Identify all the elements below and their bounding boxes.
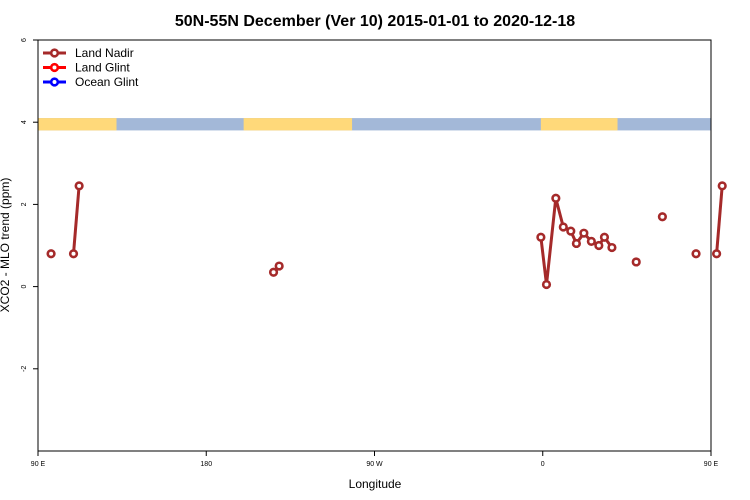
land-strip-segment	[243, 118, 353, 131]
data-point	[46, 249, 56, 259]
data-point	[68, 249, 79, 259]
x-tick-label: 0	[541, 461, 545, 468]
legend-marker	[49, 48, 60, 58]
data-point	[541, 279, 552, 290]
legend-label: Land Glint	[75, 61, 130, 75]
chart-title: 50N-55N December (Ver 10) 2015-01-01 to …	[175, 13, 575, 30]
y-tick-label: 2	[21, 202, 28, 206]
x-tick-label: 90 E	[31, 461, 46, 468]
land-strip-segment	[540, 118, 618, 131]
y-axis-label: XCO2 - MLO trend (ppm)	[0, 178, 12, 313]
x-axis-label: Longitude	[349, 477, 402, 491]
data-point	[558, 222, 568, 232]
data-point	[657, 212, 667, 222]
legend-label: Land Nadir	[75, 46, 134, 60]
y-tick-label: 6	[21, 38, 28, 42]
legend-label: Ocean Glint	[75, 75, 139, 89]
data-point	[268, 267, 279, 277]
data-point	[274, 261, 284, 271]
legend-marker	[49, 77, 60, 87]
data-point	[631, 257, 641, 267]
series-line	[715, 185, 724, 254]
data-point	[712, 249, 722, 259]
data-point	[536, 232, 546, 242]
land-strip-segment	[38, 118, 117, 131]
data-point	[717, 181, 727, 191]
data-point	[566, 226, 576, 236]
y-tick-label: 0	[21, 285, 28, 289]
data-point	[594, 240, 604, 251]
data-point	[599, 232, 610, 242]
data-point	[691, 249, 701, 259]
data-point	[551, 193, 561, 203]
x-tick-label: 90 E	[704, 461, 719, 468]
data-point	[586, 236, 596, 246]
data-point	[579, 228, 589, 238]
x-tick-label: 90 W	[366, 461, 383, 468]
x-tick-label: 180	[200, 461, 212, 468]
data-point	[74, 181, 84, 191]
legend-marker	[49, 62, 60, 73]
y-tick-label: -2	[21, 366, 28, 372]
data-point	[571, 238, 582, 249]
series-line	[72, 185, 81, 254]
y-tick-label: 4	[21, 120, 28, 124]
data-point	[607, 242, 617, 253]
